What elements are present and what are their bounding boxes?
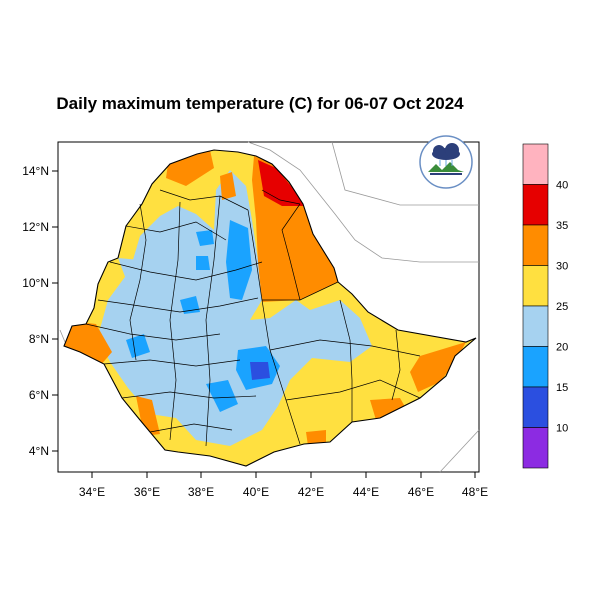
colorbar-label: 35 [556,220,568,232]
y-tick-label: 6°N [29,388,49,402]
y-tick-label: 8°N [29,332,49,346]
y-tick-label: 12°N [22,220,49,234]
zone-boundaries [85,189,421,447]
colorbar-swatch [522,305,549,347]
y-tick-label: 14°N [22,164,49,178]
colorbar-label: 40 [556,180,568,192]
map-title: Daily maximum temperature (C) for 06-07 … [56,94,464,113]
colorbar-label: 25 [556,301,568,313]
colorbar-label: 20 [556,342,568,354]
y-axis: 14°N 12°N 10°N 8°N 6°N 4°N [22,164,58,458]
neighbor-borders [59,141,480,473]
x-tick-label: 42°E [298,485,324,499]
x-tick-label: 46°E [408,485,434,499]
colorbar-label: 15 [556,382,568,394]
colorbar-swatch [522,224,549,266]
colorbar-swatch [522,427,549,469]
y-tick-label: 10°N [22,276,49,290]
x-tick-label: 36°E [134,485,160,499]
x-axis: 34°E 36°E 38°E 40°E 42°E 44°E 46°E 48°E [79,472,488,499]
colorbar-swatch [522,346,549,388]
y-tick-label: 4°N [29,444,49,458]
colorbar-label: 10 [556,423,568,435]
country-outline [63,149,477,467]
agency-logo-icon [419,135,473,189]
x-tick-label: 38°E [188,485,214,499]
x-tick-label: 34°E [79,485,105,499]
x-tick-label: 48°E [462,485,488,499]
colorbar-swatch [522,386,549,428]
colorbar-legend: 40 35 30 25 20 15 10 [522,143,568,469]
x-tick-label: 40°E [243,485,269,499]
x-tick-label: 44°E [353,485,379,499]
colorbar-swatch [522,184,549,226]
colorbar-swatch [522,265,549,307]
colorbar-swatch [522,143,549,185]
colorbar-label: 30 [556,261,568,273]
